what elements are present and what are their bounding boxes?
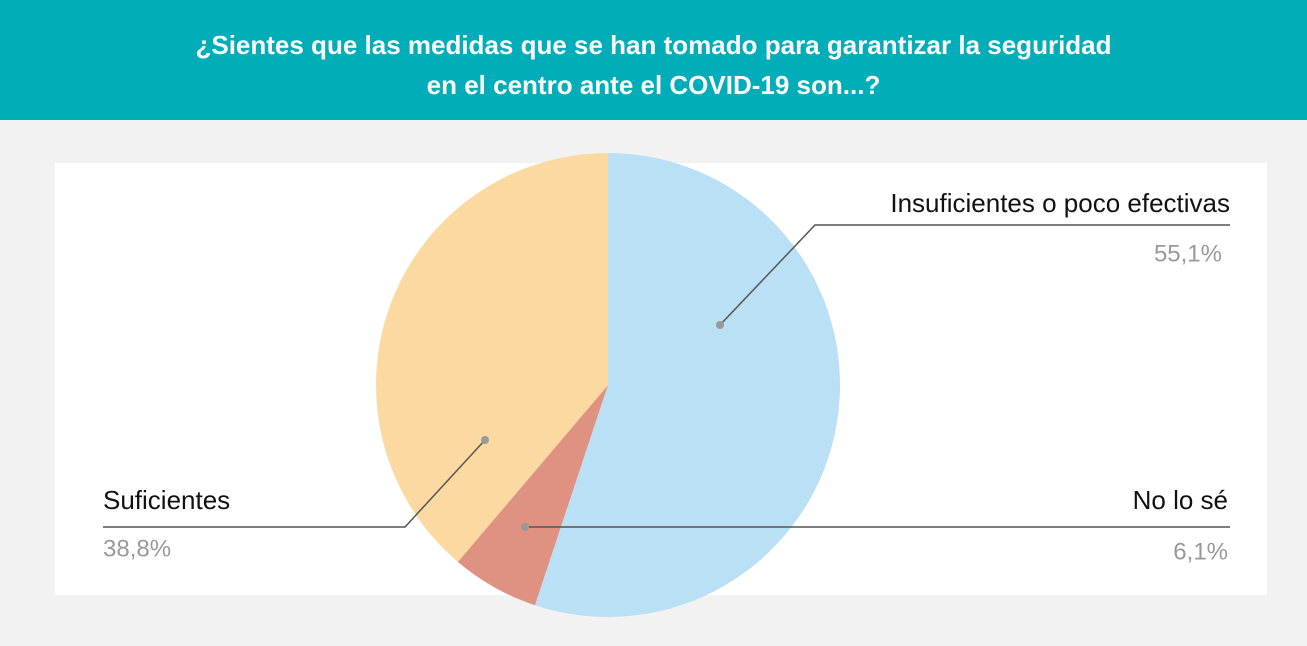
- leader-dot: [521, 523, 529, 531]
- chart-title: ¿Sientes que las medidas que se han toma…: [195, 30, 1112, 60]
- value-label: 55,1%: [1154, 240, 1222, 267]
- leader-dot: [716, 321, 724, 329]
- value-label: 38,8%: [103, 535, 171, 562]
- leader-line: [719, 224, 1230, 326]
- pie-slice: [457, 385, 608, 606]
- header: ¿Sientes que las medidas que se han toma…: [0, 0, 1307, 120]
- pie-slice: [534, 153, 840, 617]
- pie-slice: [376, 153, 608, 562]
- chart-title: en el centro ante el COVID-19 son...?: [426, 70, 881, 100]
- slice-label: No lo sé: [1133, 485, 1228, 515]
- slice-label: Suficientes: [103, 485, 230, 515]
- leader-line: [103, 439, 486, 528]
- slice-label: Insuficientes o poco efectivas: [890, 188, 1230, 218]
- value-label: 6,1%: [1173, 538, 1228, 565]
- leader-dot: [481, 436, 489, 444]
